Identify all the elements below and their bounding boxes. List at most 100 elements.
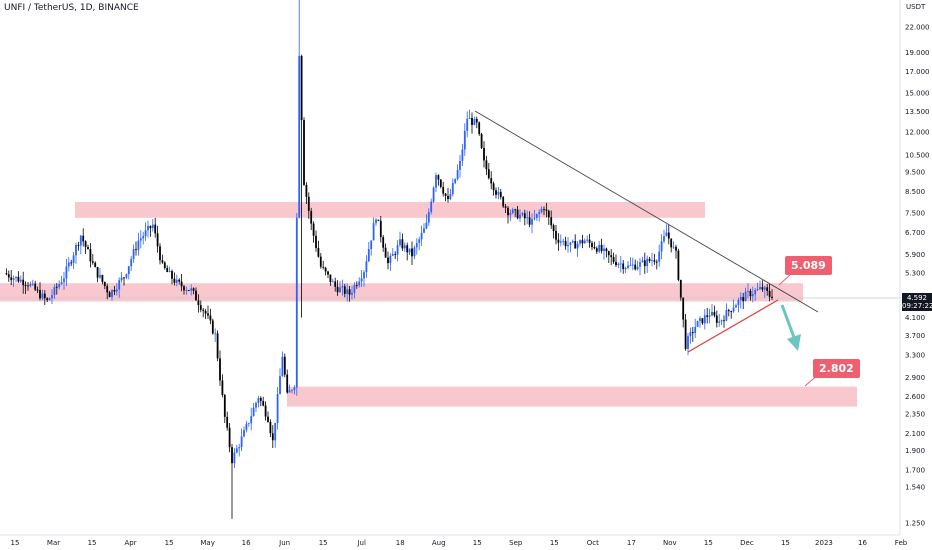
candle-body — [315, 235, 317, 249]
candle-body — [533, 217, 536, 219]
candle-body — [173, 278, 176, 283]
candle-body — [747, 290, 749, 292]
candle-body — [187, 290, 190, 291]
candle-body — [615, 261, 617, 266]
candle-body — [120, 277, 123, 281]
candle-body — [329, 274, 332, 282]
candle-body — [377, 219, 380, 221]
candle-body — [375, 219, 377, 224]
candle-body — [653, 260, 656, 262]
candle-body — [617, 263, 620, 266]
candle-body — [737, 300, 740, 306]
candle-body — [545, 209, 548, 211]
candle-body — [235, 448, 238, 453]
candle-body — [682, 297, 685, 320]
price-tick-label: 6.700 — [905, 229, 925, 237]
candle-body — [295, 217, 298, 388]
candle-body — [317, 248, 320, 257]
candle-body — [389, 255, 392, 264]
candle-body — [358, 281, 361, 286]
candle-body — [696, 321, 699, 327]
candle-body — [247, 423, 250, 424]
candle-body — [252, 407, 255, 417]
time-tick-label: Jul — [356, 539, 366, 547]
candle-body — [694, 326, 697, 334]
candle-body — [679, 279, 682, 298]
candle-body — [223, 395, 226, 417]
candle-body — [576, 243, 579, 249]
price-tick-label: 3.300 — [905, 352, 925, 360]
candle-body — [132, 249, 135, 260]
candle-body — [540, 208, 543, 213]
candle-body — [531, 218, 533, 225]
candle-body — [178, 279, 181, 282]
time-tick-label: Nov — [663, 539, 677, 547]
target-label-upper[interactable]: 5.089 — [785, 256, 832, 275]
candle-body — [492, 183, 495, 191]
symbol-title: UNFI / TetherUS, 1D, BINANCE — [4, 3, 139, 13]
candle-body — [456, 169, 459, 179]
ascending-trendline — [687, 299, 779, 353]
candle-body — [123, 277, 125, 279]
candle-body — [591, 242, 593, 248]
candle-body — [763, 287, 766, 290]
candle-body — [463, 130, 466, 150]
candle-body — [312, 223, 315, 236]
candle-body — [65, 266, 68, 279]
candle-body — [699, 318, 701, 322]
candle-body — [415, 243, 418, 248]
candle-body — [495, 190, 497, 195]
candle-body — [732, 307, 735, 312]
candle-body — [336, 286, 339, 293]
projection-arrow-shaft — [780, 304, 797, 341]
candle-body — [598, 244, 601, 252]
candle-body — [624, 267, 627, 270]
candle-body — [600, 244, 603, 252]
price-tick-label: 9.500 — [905, 169, 925, 177]
candle-body — [461, 149, 464, 161]
time-tick-label: 15 — [781, 539, 790, 547]
candle-body — [607, 251, 610, 256]
time-tick-label: Feb — [895, 539, 908, 547]
candle-body — [274, 422, 277, 441]
candle-body — [341, 286, 344, 288]
candle-body — [396, 245, 399, 255]
candle-body — [406, 245, 409, 253]
candle-body — [437, 175, 440, 180]
candle-body — [216, 333, 219, 359]
candle-body — [665, 232, 668, 237]
candle-body — [751, 294, 754, 297]
time-tick-label: 15 — [473, 539, 482, 547]
candle-body — [595, 248, 598, 252]
candle-body — [207, 313, 209, 316]
candle-body — [319, 256, 322, 267]
candle-body — [168, 271, 171, 273]
candle-body — [202, 309, 205, 311]
candle-body — [300, 55, 303, 121]
candle-body — [672, 246, 675, 248]
candle-body — [137, 240, 140, 250]
candle-body — [245, 423, 248, 431]
bar-countdown: 09:27:22 — [902, 302, 932, 310]
candle-body — [634, 264, 637, 270]
candle-body — [291, 390, 293, 391]
candle-body — [550, 217, 553, 226]
candle-body — [327, 271, 329, 275]
candle-body — [15, 276, 17, 278]
candle-body — [586, 239, 589, 241]
candle-body — [667, 232, 670, 239]
candle-body — [516, 209, 519, 219]
candle-body — [144, 230, 147, 237]
candle-body — [238, 447, 241, 449]
candle-body — [240, 436, 243, 448]
candle-body — [466, 118, 469, 131]
candle-body — [58, 284, 61, 288]
target-label-lower[interactable]: 2.802 — [813, 359, 860, 378]
candle-body — [449, 194, 452, 200]
candle-body — [514, 209, 517, 211]
candle-body — [286, 374, 289, 393]
price-tick-label: 8.500 — [905, 188, 925, 196]
candle-body — [723, 320, 725, 322]
price-tick-label: 2.900 — [905, 374, 925, 382]
